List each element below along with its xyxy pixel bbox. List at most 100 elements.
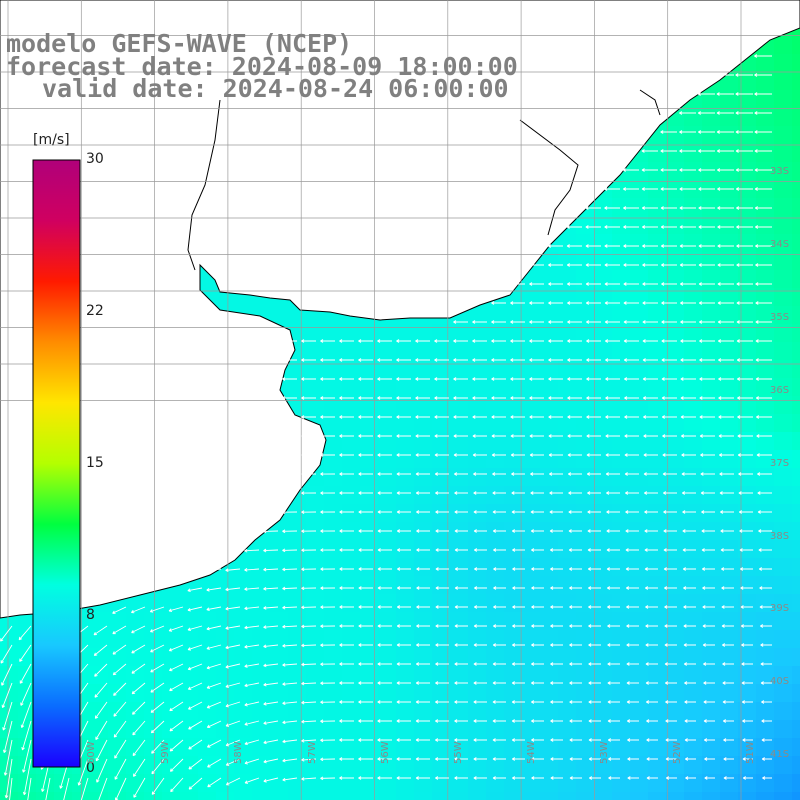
field-cell — [666, 558, 685, 577]
wind-arrow — [320, 377, 335, 381]
wind-arrow — [605, 377, 620, 381]
wind-arrow — [588, 605, 601, 609]
field-cell — [342, 360, 361, 379]
wind-arrow — [244, 625, 260, 630]
wind-arrow — [680, 320, 696, 324]
field-cell — [792, 792, 800, 800]
wind-arrow — [569, 757, 582, 761]
wind-arrow — [738, 472, 753, 476]
wind-arrow — [531, 700, 544, 704]
wind-arrow — [491, 301, 506, 305]
field-cell — [36, 792, 55, 800]
field-cell — [666, 162, 685, 181]
wind-arrow — [698, 225, 715, 229]
wind-arrow — [225, 625, 241, 630]
field-cell — [702, 90, 721, 109]
wind-arrow — [664, 586, 677, 590]
wind-arrow — [454, 719, 468, 723]
field-cell — [684, 792, 703, 800]
field-cell — [378, 324, 397, 343]
wind-arrow — [681, 472, 696, 476]
field-cell — [756, 306, 775, 325]
wind-arrow — [225, 720, 241, 727]
field-cell — [288, 522, 307, 541]
field-cell — [396, 468, 415, 487]
wind-arrow — [434, 434, 449, 438]
wind-arrow — [396, 757, 411, 761]
wind-arrow — [721, 605, 734, 609]
wind-arrow — [20, 701, 32, 729]
wind-arrow — [320, 339, 335, 343]
field-cell — [612, 486, 631, 505]
field-cell — [738, 738, 757, 757]
field-cell — [738, 666, 757, 685]
field-cell — [360, 720, 379, 739]
field-cell — [738, 324, 757, 343]
field-cell — [666, 594, 685, 613]
wind-arrow — [263, 739, 279, 745]
forecast-date: forecast date: 2024-08-09 18:00:00 — [6, 52, 518, 81]
field-cell — [774, 756, 793, 775]
wind-arrow — [358, 738, 373, 742]
wind-arrow — [587, 529, 601, 533]
field-cell — [576, 414, 595, 433]
wind-arrow — [492, 738, 506, 742]
field-cell — [540, 414, 559, 433]
wind-arrow — [282, 643, 298, 648]
field-cell — [594, 774, 613, 793]
wind-arrow — [301, 586, 317, 591]
field-cell — [522, 306, 541, 325]
field-cell — [378, 342, 397, 361]
field-cell — [0, 774, 19, 793]
wind-arrow — [606, 586, 620, 590]
wind-arrow — [588, 643, 601, 647]
wind-arrow — [416, 548, 430, 552]
field-cell — [576, 360, 595, 379]
wind-arrow — [377, 662, 392, 666]
field-cell — [180, 594, 199, 613]
wind-arrow — [531, 567, 544, 571]
field-cell — [630, 180, 649, 199]
wind-arrow — [282, 777, 298, 782]
wind-arrow — [645, 700, 658, 704]
wind-arrow — [377, 700, 392, 704]
field-cell — [774, 774, 793, 793]
wind-arrow — [473, 548, 487, 552]
wind-arrow — [643, 434, 658, 438]
field-cell — [396, 720, 415, 739]
field-cell — [702, 450, 721, 469]
field-cell — [540, 774, 559, 793]
wind-arrow — [377, 415, 392, 419]
wind-arrow — [511, 510, 525, 514]
wind-arrow — [623, 282, 639, 286]
field-cell — [360, 684, 379, 703]
field-cell — [288, 558, 307, 577]
wind-arrow — [358, 529, 373, 533]
wind-arrow — [492, 719, 506, 723]
field-cell — [774, 594, 793, 613]
field-cell — [450, 720, 469, 739]
field-cell — [288, 504, 307, 523]
wind-arrow — [664, 681, 677, 685]
wind-arrow — [645, 662, 658, 666]
wind-arrow — [492, 776, 506, 780]
field-cell — [738, 234, 757, 253]
field-cell — [396, 558, 415, 577]
field-cell — [180, 648, 199, 667]
wind-arrow — [511, 719, 525, 723]
field-cell — [630, 162, 649, 181]
field-cell — [756, 576, 775, 595]
field-cell — [450, 432, 469, 451]
field-cell — [360, 666, 379, 685]
field-cell — [630, 306, 649, 325]
field-cell — [468, 666, 487, 685]
field-cell — [702, 414, 721, 433]
wind-arrow — [133, 758, 146, 777]
wind-arrow — [282, 339, 297, 343]
field-cell — [450, 648, 469, 667]
wind-arrow — [643, 472, 658, 476]
field-cell — [702, 396, 721, 415]
field-cell — [198, 684, 217, 703]
wind-arrow — [114, 739, 127, 759]
wind-arrow — [736, 225, 753, 229]
